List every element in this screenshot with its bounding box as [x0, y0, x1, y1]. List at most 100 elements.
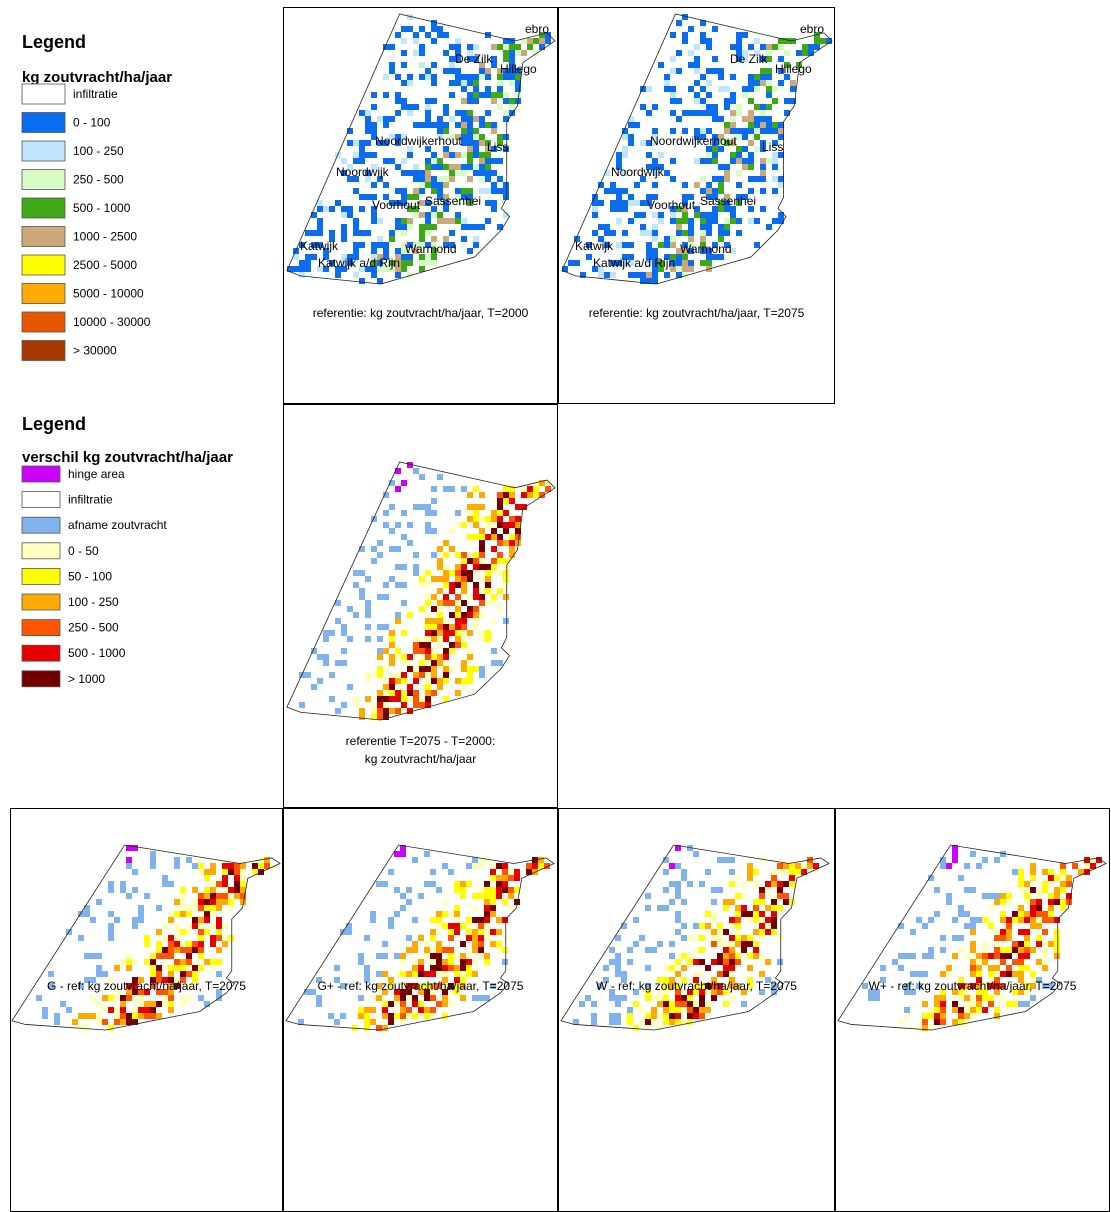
map-cell — [940, 1019, 946, 1025]
map-cell — [723, 899, 729, 905]
map-cell — [699, 1001, 705, 1007]
map-cell — [940, 971, 946, 977]
map-cell — [693, 1013, 699, 1019]
map-cell — [443, 32, 449, 38]
map-cell — [628, 134, 634, 140]
map-cell — [633, 917, 639, 923]
place-label: ebro — [525, 22, 549, 36]
map-cell — [1024, 947, 1030, 953]
map-cell — [515, 44, 521, 50]
map-cell — [729, 917, 735, 923]
map-cell — [1024, 929, 1030, 935]
map-cell — [646, 110, 652, 116]
map-cell — [210, 887, 216, 893]
map-cell — [377, 702, 383, 708]
map-cell — [754, 116, 760, 122]
map-cell — [407, 684, 413, 690]
map-cell — [952, 917, 958, 923]
map-cell — [741, 935, 747, 941]
map-cell — [711, 959, 717, 965]
map-cell — [479, 666, 485, 672]
map-cell — [467, 648, 473, 654]
map-cell — [442, 965, 448, 971]
map-cell — [461, 564, 467, 570]
map-cell — [485, 588, 491, 594]
map-cell — [904, 1007, 910, 1013]
map-cell — [437, 26, 443, 32]
map-cell — [353, 570, 359, 576]
map-panel: referentie T=2075 - T=2000:kg zoutvracht… — [284, 405, 558, 808]
map-cell — [533, 38, 539, 44]
map-cell — [455, 68, 461, 74]
map-cell — [1012, 911, 1018, 917]
map-cell — [305, 266, 311, 272]
map-cell — [521, 50, 527, 56]
map-cell — [497, 558, 503, 564]
place-label: Noordwijk — [611, 165, 665, 179]
map-cell — [425, 116, 431, 122]
map-cell — [760, 176, 766, 182]
map-cell — [669, 1007, 675, 1013]
map-cell — [934, 887, 940, 893]
map-cell — [395, 612, 401, 618]
map-cell — [754, 38, 760, 44]
map-cell — [670, 158, 676, 164]
map-cell — [204, 917, 210, 923]
map-cell — [1012, 869, 1018, 875]
map-cell — [389, 642, 395, 648]
map-cell — [735, 935, 741, 941]
map-cell — [711, 995, 717, 1001]
map-cell — [132, 1007, 138, 1013]
map-cell — [478, 923, 484, 929]
map-cell — [150, 965, 156, 971]
map-cell — [742, 134, 748, 140]
map-caption: W - ref: kg zoutvracht/ha/jaar, T=2075 — [596, 979, 797, 993]
map-cell — [425, 164, 431, 170]
map-cell — [491, 660, 497, 666]
map-cell — [353, 230, 359, 236]
map-cell — [401, 188, 407, 194]
map-cell — [467, 224, 473, 230]
map-cell — [395, 690, 401, 696]
map-cell — [454, 917, 460, 923]
map-cell — [395, 618, 401, 624]
map-cell — [616, 242, 622, 248]
place-label: Hillego — [500, 62, 537, 76]
map-cell — [316, 1001, 322, 1007]
map-cell — [443, 582, 449, 588]
map-cell — [729, 881, 735, 887]
map-cell — [742, 86, 748, 92]
map-cell — [461, 588, 467, 594]
map-cell — [490, 941, 496, 947]
map-cell — [490, 929, 496, 935]
map-cell — [370, 917, 376, 923]
map-caption: referentie: kg zoutvracht/ha/jaar, T=207… — [589, 306, 805, 320]
map-cell — [186, 923, 192, 929]
map-cell — [484, 905, 490, 911]
map-cell — [401, 38, 407, 44]
map-cell — [222, 935, 228, 941]
map-cell — [364, 1013, 370, 1019]
map-cell — [509, 44, 515, 50]
map-cell — [964, 995, 970, 1001]
map-cell — [485, 86, 491, 92]
map-cell — [515, 92, 521, 98]
map-cell — [96, 965, 102, 971]
map-panel: ebroDe ZilkHillegoNoordwijkerhoutLissNoo… — [284, 8, 558, 404]
map-cell — [700, 212, 706, 218]
map-cell — [622, 242, 628, 248]
map-cell — [729, 923, 735, 929]
map-cell — [353, 188, 359, 194]
map-cell — [150, 1013, 156, 1019]
map-cell — [102, 1019, 108, 1025]
map-cell — [418, 959, 424, 965]
map-cell — [222, 941, 228, 947]
map-cell — [1030, 887, 1036, 893]
map-cell — [712, 110, 718, 116]
map-cell — [448, 923, 454, 929]
map-cell — [455, 594, 461, 600]
map-cell — [436, 917, 442, 923]
map-cell — [712, 212, 718, 218]
map-cell — [922, 923, 928, 929]
map-cell — [760, 110, 766, 116]
